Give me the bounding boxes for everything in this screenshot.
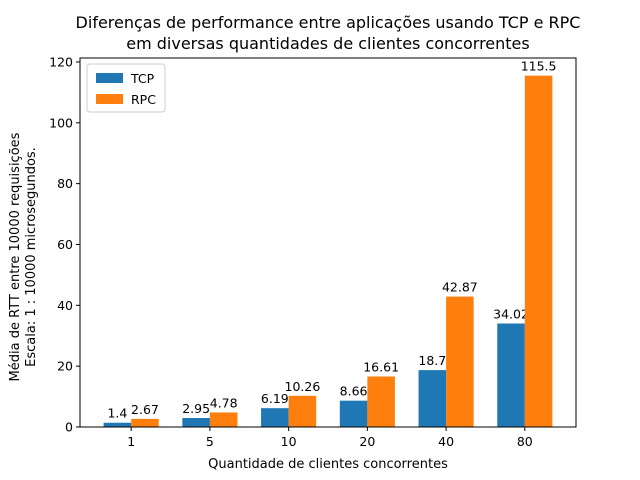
axes-frame: [79, 57, 577, 428]
chart-subtitle: em diversas quantidades de clientes conc…: [126, 34, 529, 53]
bar-value-label: 1.4: [107, 406, 127, 421]
bar-tcp-10: [261, 408, 289, 427]
chart-title: Diferenças de performance entre aplicaçõ…: [76, 13, 581, 32]
x-tick-label: 40: [438, 434, 454, 449]
legend: TCP RPC: [86, 63, 166, 113]
legend-label-rpc: RPC: [131, 92, 156, 107]
bar-value-label: 2.95: [182, 401, 210, 416]
bar-rpc-80: [524, 75, 553, 427]
bar-rpc-1: [131, 418, 159, 427]
y-tick-label: 100: [49, 115, 73, 130]
bar-value-label: 6.19: [261, 391, 289, 406]
bar-tcp-5: [182, 418, 210, 427]
y-axis-label-scale: Escala: 1 : 10000 microsegundos.: [24, 147, 39, 367]
x-tick-label: 20: [359, 434, 375, 449]
bar-rpc-5: [209, 412, 238, 427]
bar-tcp-40: [418, 370, 447, 427]
bar-value-label: 16.61: [363, 359, 399, 374]
plot-area: 1.4 2.95 6.19 8.66 18.7 34.02 2.67 4.78 10.26 16.…: [49, 54, 577, 449]
bar-tcp-20: [339, 400, 368, 427]
bar-rpc-10: [288, 395, 317, 427]
legend-swatch-rpc: [96, 94, 123, 104]
bar-tcp-1: [103, 422, 132, 427]
bar-rpc-40: [446, 296, 474, 427]
x-tick-label: 10: [281, 434, 297, 449]
legend-label-tcp: TCP: [130, 71, 155, 86]
y-tick-label: 0: [65, 420, 73, 435]
y-axis-label: Média de RTT entre 10000 requisições: [8, 132, 23, 381]
bar-value-label: 42.87: [442, 280, 478, 295]
bar-value-label: 8.66: [340, 384, 368, 399]
x-tick-label: 1: [127, 434, 135, 449]
y-tick-label: 40: [57, 298, 73, 313]
x-tick-label: 80: [517, 434, 533, 449]
bar-value-label: 34.02: [493, 307, 529, 322]
bar-value-label: 10.26: [285, 379, 321, 394]
legend-swatch-tcp: [96, 73, 123, 83]
bar-value-label: 2.67: [131, 402, 159, 417]
x-axis-label: Quantidade de clientes concorrentes: [208, 457, 448, 472]
bar-rpc-20: [367, 376, 395, 427]
y-tick-label: 80: [57, 176, 73, 191]
y-tick-label: 120: [49, 54, 73, 69]
x-tick-label: 5: [206, 434, 214, 449]
y-tick-label: 60: [57, 237, 73, 252]
bar-value-label: 115.5: [521, 59, 557, 74]
bar-value-label: 18.7: [418, 353, 446, 368]
bar-value-label: 4.78: [210, 395, 238, 410]
y-tick-label: 20: [57, 359, 73, 374]
bar-tcp-80: [497, 323, 525, 427]
